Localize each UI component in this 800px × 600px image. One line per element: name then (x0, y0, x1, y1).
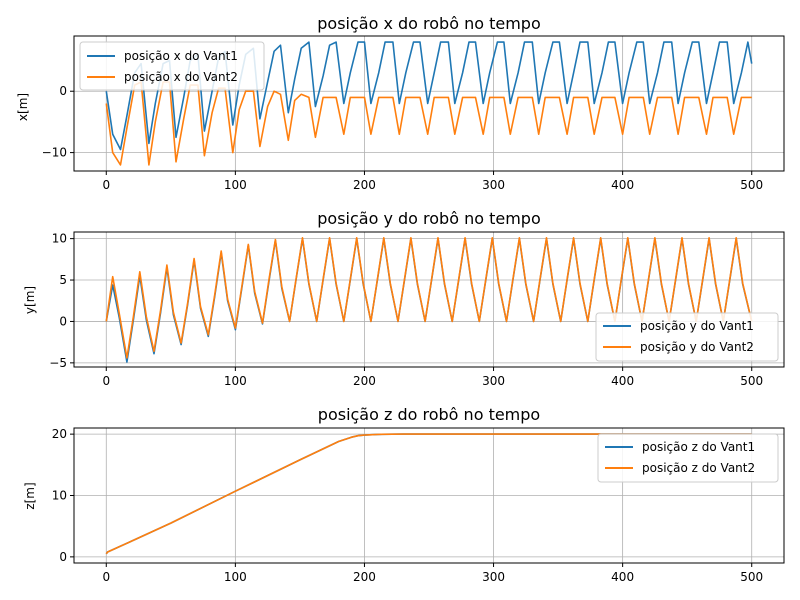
gridlines-x (74, 36, 784, 171)
legend-z: posição z do Vant1 posição z do Vant2 (597, 433, 779, 483)
subplot-x-position: posição x do robô no tempo x[m] 0 100 200 3… (16, 14, 785, 192)
series-line-vant2-z (105, 433, 752, 555)
plot-frame-y (73, 231, 785, 368)
plot-frame-z (73, 427, 785, 564)
y-tick-label-y-3: 10 (52, 232, 67, 246)
x-tick-label-x-5: 500 (740, 178, 763, 192)
x-tick-label-z-4: 400 (611, 570, 634, 584)
subplot-z-position: posição z do robô no tempo z[m] 0 100 200 3… (23, 405, 785, 584)
x-tick-label-z-0: 0 (102, 570, 110, 584)
x-tick-label-y-3: 300 (482, 374, 505, 388)
subplot-title-z: posição z do robô no tempo (318, 405, 540, 424)
series-z (105, 433, 752, 555)
y-tick-label-z-0: 0 (59, 550, 67, 564)
legend-label-vant1-y: posição y do Vant1 (640, 319, 754, 333)
y-tick-label-y-2: 5 (59, 273, 67, 287)
x-tick-label-x-4: 400 (611, 178, 634, 192)
legend-label-vant2-z: posição z do Vant2 (642, 461, 755, 475)
subplot-title-y: posição y do robô no tempo (317, 209, 541, 228)
ticks-y: 0 100 200 300 400 500 −5 0 5 10 (49, 232, 763, 388)
y-tick-label-x-0: −10 (42, 146, 67, 160)
y-tick-label-y-0: −5 (49, 356, 67, 370)
subplot-title-x: posição x do robô no tempo (317, 14, 541, 33)
x-tick-label-x-1: 100 (224, 178, 247, 192)
x-tick-label-y-5: 500 (740, 374, 763, 388)
y-axis-label-z: z[m] (23, 482, 37, 509)
ticks-z: 0 100 200 300 400 500 0 10 20 (52, 427, 763, 584)
x-tick-label-x-0: 0 (102, 178, 110, 192)
legend-box-z (597, 433, 779, 483)
x-tick-label-y-1: 100 (224, 374, 247, 388)
gridlines-y (74, 232, 784, 367)
ticks-x: 0 100 200 300 400 500 −10 0 (42, 84, 764, 192)
legend-label-vant2-x: posição x do Vant2 (124, 70, 238, 84)
y-tick-label-x-1: 0 (59, 84, 67, 98)
x-tick-label-y-4: 400 (611, 374, 634, 388)
x-tick-label-z-2: 200 (353, 570, 376, 584)
y-tick-label-y-1: 0 (59, 314, 67, 328)
x-tick-label-x-2: 200 (353, 178, 376, 192)
legend-box-y (595, 312, 779, 362)
x-tick-label-z-1: 100 (224, 570, 247, 584)
legend-label-vant1-x: posição x do Vant1 (124, 49, 238, 63)
x-tick-label-x-3: 300 (482, 178, 505, 192)
legend-y: posição y do Vant1 posição y do Vant2 (595, 312, 779, 362)
legend-box-x (79, 41, 265, 91)
y-axis-label-y: y[m] (23, 286, 37, 314)
plot-frame-x (73, 35, 785, 172)
x-tick-label-y-0: 0 (102, 374, 110, 388)
series-line-vant2-x (105, 81, 752, 166)
x-tick-label-y-2: 200 (353, 374, 376, 388)
x-tick-label-z-5: 500 (740, 570, 763, 584)
legend-label-vant1-z: posição z do Vant1 (642, 440, 755, 454)
y-tick-label-z-2: 20 (52, 427, 67, 441)
x-tick-label-z-3: 300 (482, 570, 505, 584)
subplot-y-position: posição y do robô no tempo y[m] 0 100 200 3… (23, 209, 785, 388)
y-tick-label-z-1: 10 (52, 489, 67, 503)
y-axis-label-x: x[m] (16, 93, 30, 121)
legend-label-vant2-y: posição y do Vant2 (640, 340, 754, 354)
legend-x: posição x do Vant1 posição x do Vant2 (79, 41, 265, 91)
